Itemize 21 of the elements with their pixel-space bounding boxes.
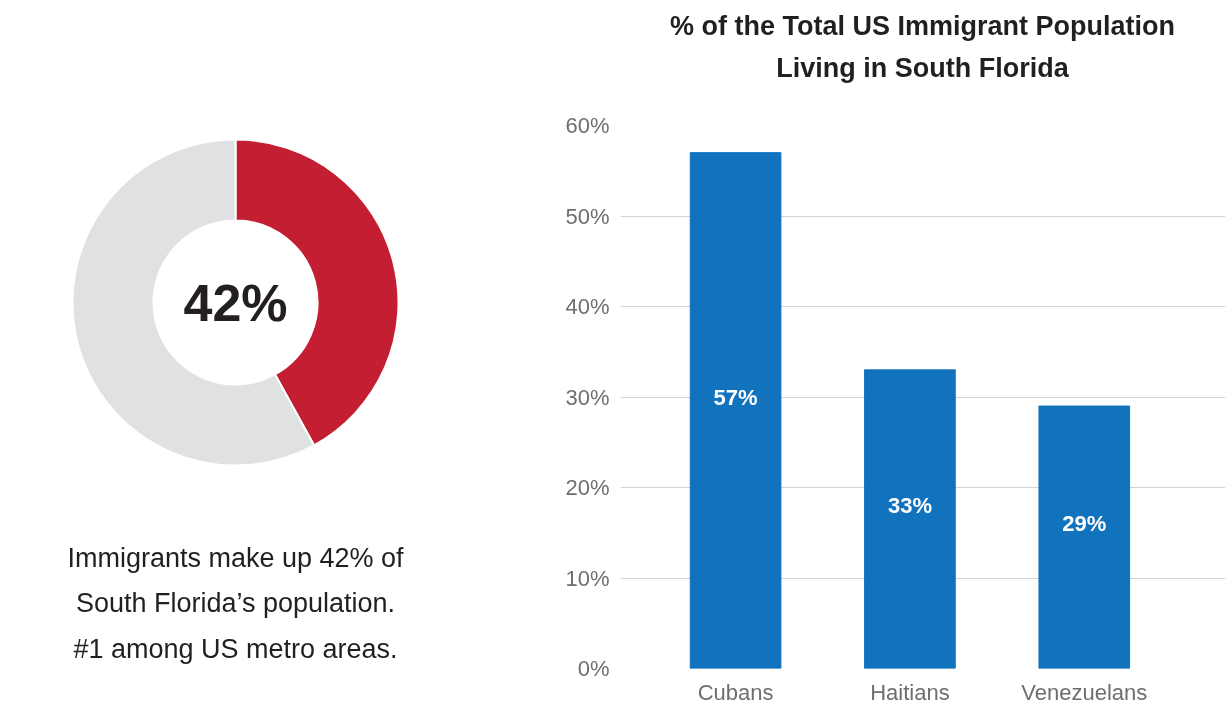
bar bbox=[1038, 405, 1131, 669]
x-tick-label: Cubans bbox=[697, 679, 774, 705]
y-tick-label: 30% bbox=[565, 384, 610, 410]
text: Immigrants make up 42% of bbox=[67, 542, 405, 573]
y-tick-label: 40% bbox=[565, 294, 610, 319]
text: South Florida’s population. bbox=[75, 588, 396, 619]
text: #1 among US metro areas. bbox=[73, 633, 398, 664]
x-tick-label: Venezuelans bbox=[1021, 679, 1148, 705]
bar bbox=[864, 369, 956, 669]
y-tick-label: 60% bbox=[565, 113, 610, 138]
data-label: 57% bbox=[713, 384, 758, 410]
y-tick-label: 10% bbox=[565, 565, 610, 591]
chart-title: % of the Total US Immigrant Population Living in South Florida bbox=[670, 10, 1175, 85]
y-tick-label: 0% bbox=[577, 656, 610, 681]
bar bbox=[689, 152, 782, 669]
x-tick-label: Haitians bbox=[870, 679, 950, 705]
y-tick-label: 20% bbox=[565, 475, 610, 500]
data-label: 29% bbox=[1062, 511, 1107, 537]
y-tick-label: 50% bbox=[565, 203, 610, 229]
text: 42% bbox=[183, 273, 288, 332]
data-label: 33% bbox=[887, 493, 932, 519]
